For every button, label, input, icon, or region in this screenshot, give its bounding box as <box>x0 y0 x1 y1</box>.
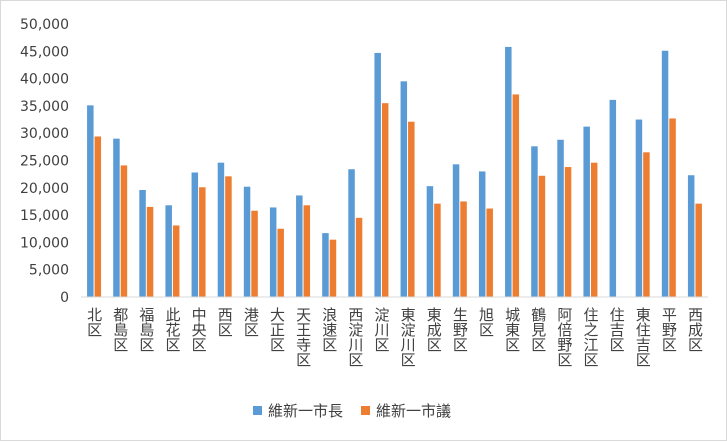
y-tick-label: 40,000 <box>20 72 69 88</box>
y-tick-label: 50,000 <box>20 17 69 33</box>
bar-mayor <box>635 119 643 297</box>
x-tick-label: 淀川区 <box>372 307 390 352</box>
bar-mayor <box>296 195 303 297</box>
bar-council <box>486 208 493 297</box>
y-tick-label: 30,000 <box>20 126 69 142</box>
y-tick-label: 10,000 <box>20 235 69 251</box>
bar-council <box>172 225 180 297</box>
x-tick-label: 城東区 <box>503 307 521 352</box>
bar-council <box>329 239 337 297</box>
bar-council <box>460 201 467 297</box>
bar-mayor <box>687 175 695 297</box>
bar-mayor <box>348 169 355 297</box>
x-tick-label: 大正区 <box>268 307 286 352</box>
y-tick-label: 15,000 <box>20 208 69 224</box>
bar-council <box>434 203 441 297</box>
bar-council <box>251 210 258 297</box>
bar-council <box>199 187 206 297</box>
bar-council <box>695 203 702 297</box>
x-tick-label: 西成区 <box>686 307 704 352</box>
legend-item-council: 維新一市議 <box>361 400 451 421</box>
bar-mayor <box>478 171 486 297</box>
bar-mayor <box>400 81 408 297</box>
bar-mayor <box>269 207 277 297</box>
bar-council <box>643 152 650 297</box>
y-tick-label: 0 <box>60 290 69 306</box>
legend-swatch-council <box>361 406 371 415</box>
bar-council <box>277 228 284 297</box>
x-tick-label: 福島区 <box>137 307 155 352</box>
x-tick-label: 東成区 <box>425 307 443 352</box>
bar-council <box>512 94 520 298</box>
bar-mayor <box>322 233 329 297</box>
x-tick-label: 都島区 <box>111 307 129 352</box>
bar-mayor <box>452 164 460 297</box>
y-tick-label: 5,000 <box>29 263 69 279</box>
bar-mayor <box>609 99 617 297</box>
bar-mayor <box>583 126 590 297</box>
y-tick-label: 45,000 <box>20 44 69 60</box>
bar-mayor <box>661 50 669 298</box>
bar-mayor <box>557 139 564 297</box>
bar-council <box>146 206 154 297</box>
bar-mayor <box>165 205 172 297</box>
bar-council <box>408 121 415 297</box>
x-tick-label: 住之江区 <box>581 307 599 367</box>
bar-council <box>669 118 676 297</box>
bar-council <box>355 217 363 297</box>
x-tick-label: 港区 <box>242 307 260 337</box>
bar-mayor <box>374 52 381 297</box>
bar-mayor <box>139 189 146 297</box>
legend-item-mayor: 維新一市長 <box>253 400 343 421</box>
bar-mayor <box>243 186 251 297</box>
bar-council <box>538 175 546 297</box>
bar-mayor <box>191 172 199 297</box>
bar-mayor <box>113 138 120 297</box>
bar-mayor <box>426 186 434 297</box>
y-tick-label: 25,000 <box>20 154 69 170</box>
x-tick-label: 中央区 <box>190 307 208 352</box>
bar-mayor <box>531 146 538 297</box>
x-tick-label: 阿倍野区 <box>555 307 573 367</box>
y-tick-label: 35,000 <box>20 99 69 115</box>
x-tick-label: 西淀川区 <box>346 307 364 367</box>
legend-label-mayor: 維新一市長 <box>268 402 344 420</box>
legend: 維新一市長 維新一市議 <box>253 400 469 421</box>
bar-council <box>120 165 128 297</box>
x-tick-label: 東住吉区 <box>634 307 652 367</box>
x-tick-label: 此花区 <box>163 307 181 352</box>
x-tick-label: 生野区 <box>451 307 469 352</box>
legend-swatch-mayor <box>253 406 262 415</box>
bar-mayor <box>87 105 94 297</box>
bar-council <box>94 136 102 297</box>
bar-council <box>564 167 572 297</box>
x-tick-label: 平野区 <box>660 307 678 352</box>
x-tick-label: 住吉区 <box>608 307 626 352</box>
x-tick-label: 鶴見区 <box>529 307 547 352</box>
x-tick-label: 旭区 <box>477 307 495 337</box>
y-tick-label: 20,000 <box>20 181 69 197</box>
x-tick-label: 浪速区 <box>320 307 338 352</box>
bar-council <box>303 205 311 297</box>
x-tick-label: 西区 <box>216 307 234 337</box>
x-tick-label: 東淀川区 <box>399 307 417 367</box>
bar-council <box>381 103 389 297</box>
legend-label-council: 維新一市議 <box>376 402 452 420</box>
bar-council <box>590 162 598 297</box>
bar-mayor <box>505 46 512 297</box>
x-tick-label: 北区 <box>85 307 103 337</box>
bar-council <box>225 176 232 297</box>
x-tick-label: 天王寺区 <box>294 307 312 367</box>
bar-mayor <box>217 162 225 297</box>
